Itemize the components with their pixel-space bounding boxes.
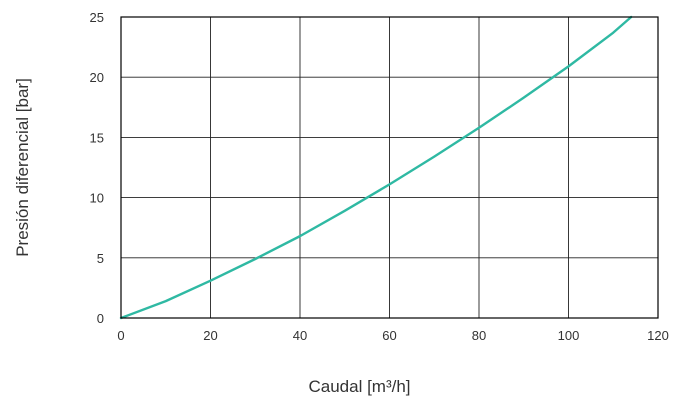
y-tick-label: 20 [90,70,104,85]
x-tick-label: 0 [117,328,124,343]
x-axis-label: Caudal [m³/h] [308,377,410,396]
y-axis-ticks: 0 5 10 15 20 25 [90,10,104,326]
x-tick-label: 100 [558,328,580,343]
series-layer [119,15,633,320]
y-tick-label: 10 [90,191,104,206]
x-tick-label: 60 [382,328,396,343]
x-tick-label: 40 [293,328,307,343]
y-tick-label: 5 [97,251,104,266]
y-axis-label: Presión diferencial [bar] [13,78,32,257]
plot-frame [120,16,659,319]
x-tick-label: 120 [647,328,669,343]
y-tick-label: 25 [90,10,104,25]
x-axis-ticks: 0 20 40 60 80 100 120 [117,328,668,343]
y-tick-label: 0 [97,311,104,326]
x-tick-label: 80 [472,328,486,343]
x-tick-label: 20 [203,328,217,343]
series-line-1 [119,15,633,320]
y-tick-label: 15 [90,130,104,145]
grid [120,16,659,319]
